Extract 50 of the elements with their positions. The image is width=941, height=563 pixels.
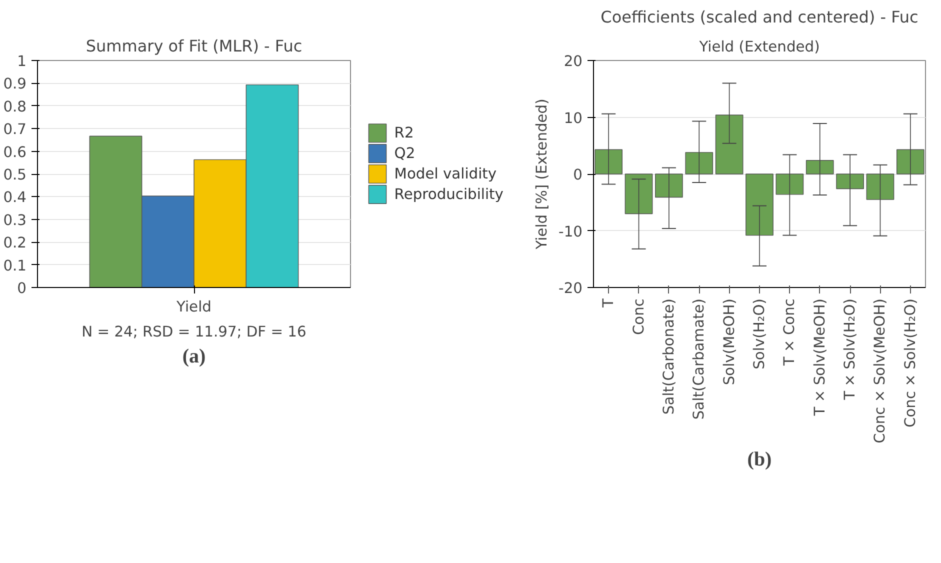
legend-label: R2 (394, 124, 414, 142)
chart-title: Coefficients (scaled and centered) - Fuc (600, 8, 918, 26)
x-tick-label: Salt(Carbamate) (690, 298, 708, 420)
x-tick-label: Salt(Carbonate) (660, 298, 678, 415)
chart-subtitle: Yield (Extended) (698, 38, 820, 56)
x-tick-label: Solv(MeOH) (720, 298, 738, 386)
y-tick-label: 1 (17, 53, 27, 70)
y-tick-label: 0.8 (3, 98, 27, 116)
y-tick-label: 0.4 (3, 189, 27, 206)
x-tick-label: Solv(H₂O) (751, 298, 768, 370)
legend-label: Reproducibility (394, 186, 504, 203)
y-tick-label: 0 (573, 166, 583, 184)
y-tick-label: 0.2 (3, 234, 27, 252)
x-tick-label: Conc × Solv(H₂O) (902, 298, 919, 428)
y-tick-label: 0 (17, 280, 27, 297)
bar (836, 174, 864, 190)
bar (806, 160, 834, 174)
y-tick-label: 10 (564, 110, 583, 127)
x-tick-label: T × Solv(H₂O) (842, 298, 859, 401)
legend-label: Q2 (394, 145, 416, 162)
chart-title: Summary of Fit (MLR) - Fuc (86, 36, 302, 56)
y-tick-label: 0.7 (3, 121, 27, 138)
y-axis-title: Yield [%] (Extended) (534, 98, 551, 250)
y-tick-label: 0.6 (3, 144, 27, 161)
y-tick-label: -10 (558, 223, 583, 240)
x-tick-label: T × Solv(MeOH) (811, 298, 828, 417)
x-axis-title: N = 24; RSD = 11.97; DF = 16 (82, 324, 306, 340)
bar (624, 174, 653, 214)
bar (594, 149, 623, 174)
bar (685, 152, 714, 174)
bar (655, 174, 683, 198)
bar (746, 174, 774, 236)
bar (866, 174, 894, 200)
y-tick-label: -20 (558, 280, 583, 297)
bar (715, 114, 744, 174)
y-tick-label: 20 (564, 53, 583, 70)
text: (a) (182, 346, 206, 368)
bar (776, 174, 804, 195)
y-tick-label: 0.5 (3, 166, 27, 184)
text: (b) (747, 448, 772, 470)
x-tick-label: Yield (176, 298, 212, 316)
y-tick-label: 0.9 (3, 76, 27, 93)
y-tick-label: 0.3 (3, 212, 27, 229)
legend-label: Model validity (394, 166, 497, 182)
x-tick-label: T (600, 298, 618, 308)
x-tick-label: Conc (630, 298, 648, 336)
y-tick-label: 0.1 (3, 257, 27, 274)
x-tick-label: Conc × Solv(MeOH) (872, 298, 889, 444)
bar (896, 149, 924, 174)
x-tick-label: T × Conc (781, 298, 798, 367)
